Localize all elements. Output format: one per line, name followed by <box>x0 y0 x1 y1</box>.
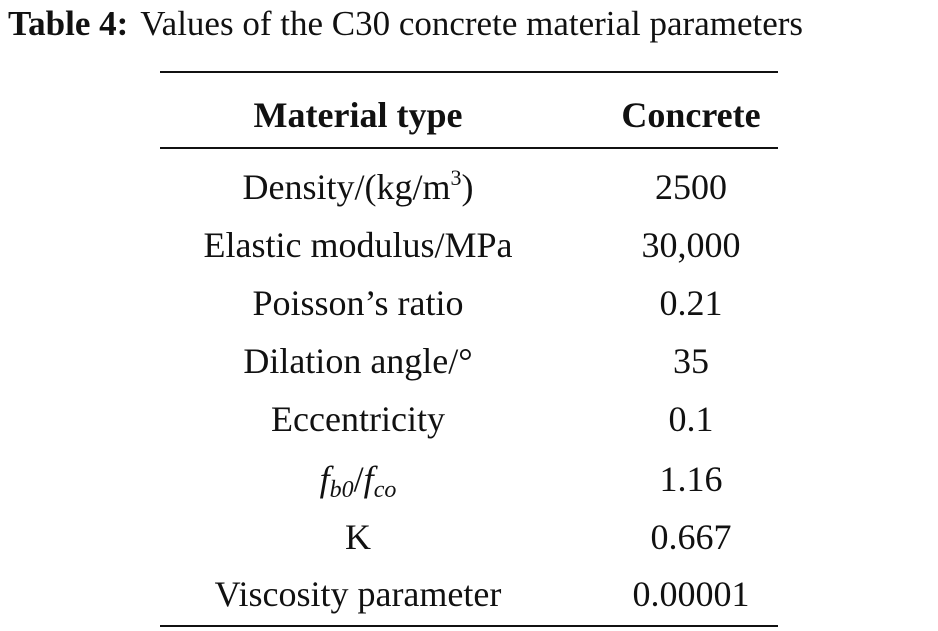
caption-label: Table 4: <box>8 4 129 43</box>
table-row: Dilation angle/° 35 <box>0 332 938 390</box>
value-dilation-angle: 35 <box>673 341 709 381</box>
param-fb0-symbol: f <box>319 459 330 499</box>
param-poisson-ratio: Poisson’s ratio <box>252 283 464 323</box>
table-row: fb0/fco 1.16 <box>0 450 938 508</box>
table-row: K 0.667 <box>0 508 938 566</box>
value-fb0-fco: 1.16 <box>659 459 723 499</box>
param-fb0-subscript: b0 <box>329 477 354 503</box>
header-concrete: Concrete <box>621 95 761 135</box>
param-ratio-slash: / <box>353 459 364 499</box>
param-density-exponent: 3 <box>450 165 462 190</box>
param-dilation-angle: Dilation angle/° <box>243 341 473 381</box>
header-material-type: Material type <box>253 95 463 135</box>
table-top-rule <box>160 71 778 73</box>
param-elastic-modulus: Elastic modulus/MPa <box>203 225 513 265</box>
value-viscosity: 0.00001 <box>632 574 750 614</box>
param-fco-symbol: f <box>363 459 374 499</box>
param-density-text: Density/(kg/m <box>242 167 451 207</box>
value-eccentricity: 0.1 <box>668 399 714 439</box>
value-poisson-ratio: 0.21 <box>659 283 723 323</box>
value-elastic-modulus: 30,000 <box>641 225 741 265</box>
param-fb0-fco: fb0/fco <box>160 450 556 508</box>
param-viscosity: Viscosity parameter <box>214 574 502 614</box>
table-row: Density/(kg/m3) 2500 <box>0 158 938 216</box>
param-fco-subscript: co <box>373 477 397 503</box>
table-row: Poisson’s ratio 0.21 <box>0 274 938 332</box>
param-density-close: ) <box>461 167 474 207</box>
param-k: K <box>345 517 371 557</box>
param-density: Density/(kg/m3) <box>160 158 556 216</box>
table-row: Elastic modulus/MPa 30,000 <box>0 216 938 274</box>
param-eccentricity: Eccentricity <box>271 399 445 439</box>
table-bottom-rule <box>160 625 778 627</box>
table-header-rule <box>160 147 778 149</box>
table-row: Viscosity parameter 0.00001 <box>0 565 938 623</box>
value-density: 2500 <box>655 167 727 207</box>
caption-text: Values of the C30 concrete material para… <box>140 4 804 43</box>
table-header-row: Material type Concrete <box>0 86 938 144</box>
value-k: 0.667 <box>650 517 732 557</box>
table-row: Eccentricity 0.1 <box>0 390 938 448</box>
table-caption: Table 4: Values of the C30 concrete mater… <box>8 2 936 46</box>
